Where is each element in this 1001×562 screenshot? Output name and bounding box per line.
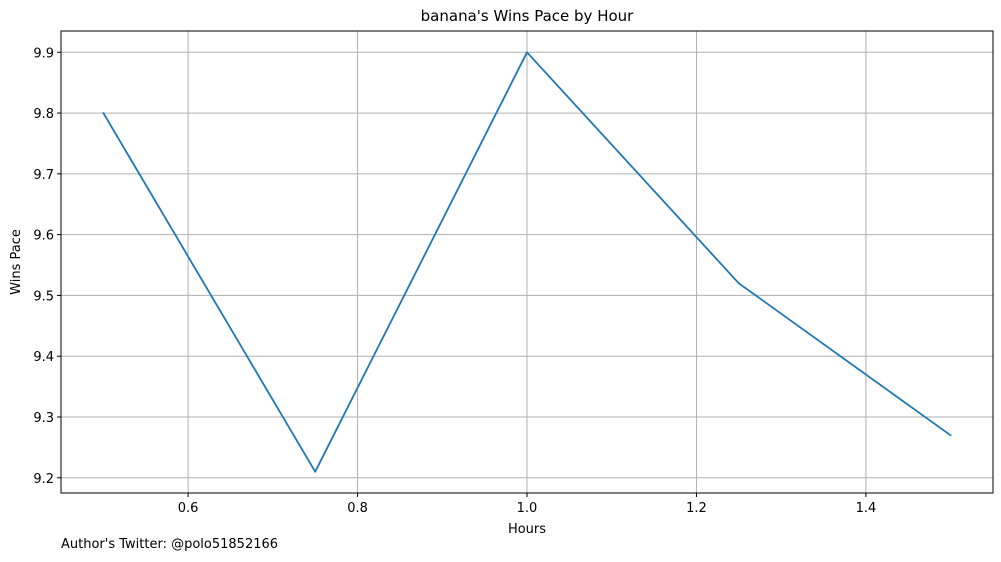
author-credit: Author's Twitter: @polo51852166	[61, 537, 279, 552]
data-point	[314, 470, 317, 473]
x-axis-label: Hours	[508, 522, 546, 537]
data-point	[526, 51, 528, 54]
y-tick-label: 9.7	[33, 168, 54, 183]
y-tick-label: 9.8	[33, 107, 54, 122]
data-point	[949, 434, 952, 437]
series-layer	[102, 51, 952, 473]
x-tick-label: 0.6	[178, 501, 199, 516]
ticks: 0.6 0.8 1.0 1.2 1.4 9.2 9.3 9.4 9.5 9.6 9.7 9.8 9.9	[33, 46, 876, 516]
y-tick-label: 9.6	[33, 229, 54, 244]
y-tick-label: 9.9	[33, 46, 54, 61]
grid-lines	[61, 31, 993, 493]
y-tick-label: 9.3	[33, 411, 54, 426]
x-tick-label: 1.0	[517, 501, 538, 516]
y-tick-label: 9.4	[33, 350, 54, 365]
y-axis-label: Wins Pace	[9, 229, 24, 295]
data-point	[737, 282, 740, 285]
x-tick-label: 1.2	[686, 501, 707, 516]
data-point	[102, 112, 105, 114]
chart-title: banana's Wins Pace by Hour	[421, 7, 635, 25]
x-tick-label: 0.8	[347, 501, 368, 516]
y-tick-label: 9.5	[33, 289, 54, 304]
x-tick-label: 1.4	[856, 501, 877, 516]
y-tick-label: 9.2	[33, 472, 54, 487]
